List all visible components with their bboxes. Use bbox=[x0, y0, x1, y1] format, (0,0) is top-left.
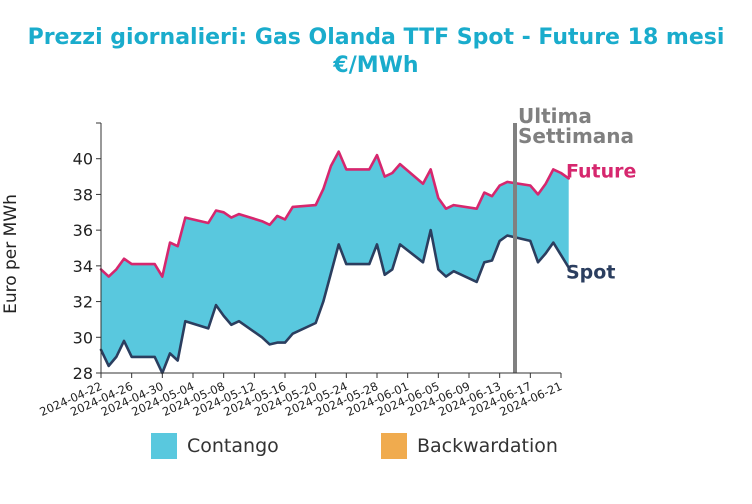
y-tick-label: 34 bbox=[73, 257, 93, 276]
y-tick-label: 32 bbox=[73, 293, 93, 312]
legend-item-backwardation: Backwardation bbox=[381, 432, 558, 460]
chart-title: Prezzi giornalieri: Gas Olanda TTF Spot … bbox=[27, 25, 725, 50]
legend-swatch-contango bbox=[151, 433, 177, 459]
y-tick-label: 30 bbox=[73, 328, 93, 347]
series-labels-layer: Future Spot bbox=[566, 160, 636, 283]
last-week-label-line1: Ultima bbox=[518, 104, 592, 128]
legend-label-contango: Contango bbox=[187, 435, 279, 457]
series-lines-layer bbox=[99, 150, 571, 375]
y-axis-title: Euro per MWh bbox=[1, 194, 21, 314]
series-label-spot: Spot bbox=[566, 262, 615, 284]
y-tick-label: 36 bbox=[73, 221, 93, 240]
y-tick-label: 38 bbox=[73, 185, 93, 204]
legend-swatch-backwardation bbox=[381, 433, 407, 459]
y-tick-label: 28 bbox=[73, 364, 93, 383]
series-line-spot bbox=[99, 228, 571, 375]
series-line-future bbox=[99, 150, 571, 278]
chart-subtitle: €/MWh bbox=[333, 53, 419, 78]
y-tick-label: 40 bbox=[73, 150, 93, 169]
last-week-label-line2: Settimana bbox=[518, 124, 634, 148]
legend-item-contango: Contango bbox=[151, 432, 279, 460]
legend-label-backwardation: Backwardation bbox=[417, 435, 558, 457]
series-label-future: Future bbox=[566, 160, 636, 182]
